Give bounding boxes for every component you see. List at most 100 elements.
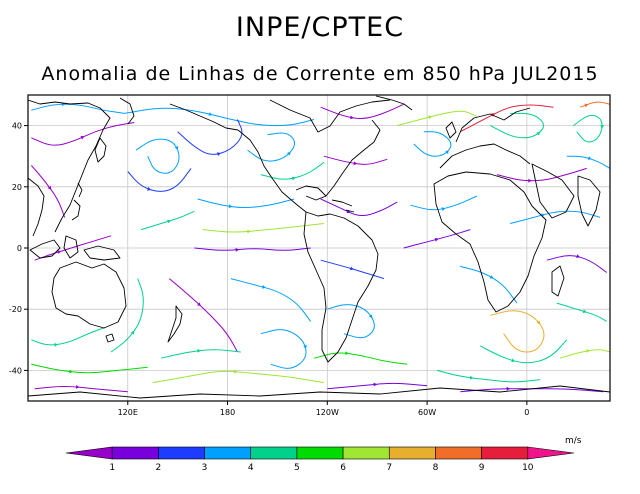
- coastline-africa: [433, 171, 547, 313]
- streamline: [320, 103, 405, 119]
- streamline-arrow: [489, 275, 494, 279]
- coastline-kamchatka: [119, 97, 135, 125]
- coastline-greenland: [375, 95, 413, 111]
- streamline-arrow: [47, 185, 52, 190]
- streamline-arrow: [174, 146, 179, 151]
- streamline: [546, 255, 607, 273]
- streamline: [110, 278, 144, 353]
- streamline: [34, 385, 128, 393]
- coastline-indochina: [28, 177, 45, 237]
- colorbar-unit: m/s: [565, 436, 582, 446]
- coastline-borneo-sumatra: [29, 235, 79, 259]
- streamline-arrow: [441, 207, 446, 211]
- streamline-arrow: [511, 358, 516, 363]
- streamline-arrow: [469, 375, 474, 380]
- coastline-north-america-west: [237, 129, 307, 213]
- streamline-arrow: [428, 115, 433, 120]
- colorbar-segment: [388, 446, 436, 460]
- streamline: [31, 122, 135, 146]
- streamline-arrow: [287, 151, 291, 156]
- colorbar-label: 1: [109, 463, 115, 473]
- coastline-antarctica: [28, 385, 610, 399]
- streamline-arrow: [576, 254, 581, 258]
- streamline: [410, 195, 478, 211]
- streamline: [566, 155, 610, 169]
- streamline: [460, 388, 604, 393]
- streamline: [152, 370, 325, 384]
- streamline: [31, 363, 148, 374]
- streamline: [168, 278, 238, 353]
- streamline: [490, 112, 544, 139]
- streamline: [460, 265, 518, 304]
- lat-tick-label: 0: [17, 244, 22, 253]
- streamline-arrow: [54, 343, 58, 347]
- streamline: [30, 165, 66, 218]
- streamline-arrow: [167, 219, 171, 224]
- lat-tick-label: -40: [9, 366, 22, 375]
- streamline-arrow: [586, 349, 590, 353]
- coastline-gulf-mexico: [295, 185, 327, 201]
- streamline-arrow: [233, 369, 238, 374]
- coastline-europe: [439, 107, 531, 169]
- streamline: [127, 168, 192, 192]
- streamline-arrow: [346, 209, 351, 214]
- colorbar-label: 3: [202, 463, 208, 473]
- colorbar-segment: [111, 446, 159, 460]
- map-grid: [28, 95, 610, 401]
- streamline: [327, 382, 428, 390]
- streamline: [496, 167, 587, 182]
- streamline-arrow: [235, 248, 240, 252]
- streamlines-layer: [30, 101, 610, 393]
- streamline-arrow: [75, 385, 80, 389]
- colorbar-segment: [158, 446, 205, 460]
- streamline: [247, 132, 296, 162]
- colorbar-label: 7: [386, 463, 392, 473]
- coastline-hudson-arctic: [269, 99, 391, 133]
- streamline: [124, 107, 315, 127]
- page-title: INPE/CPTEC: [235, 12, 405, 43]
- streamline-arrow: [353, 161, 358, 166]
- coastline-new-guinea: [83, 245, 121, 261]
- colorbar-label: 10: [522, 463, 534, 473]
- colorbar-label: 8: [433, 463, 439, 473]
- streamline: [397, 110, 478, 127]
- streamline: [436, 369, 541, 383]
- streamline-arrow: [69, 369, 73, 374]
- lon-tick-label: 180: [220, 408, 235, 417]
- streamline: [559, 349, 610, 359]
- colorbar-label: 5: [294, 463, 300, 473]
- streamline-arrow: [208, 112, 213, 116]
- coastline-tasmania: [105, 333, 115, 343]
- streamline-arrow: [197, 302, 201, 307]
- colorbar-segment: [250, 446, 298, 460]
- streamline: [323, 155, 388, 165]
- streamline-arrow: [130, 330, 135, 335]
- streamline: [413, 131, 452, 157]
- coastline-north-america-east: [325, 119, 381, 197]
- streamline-arrow: [303, 345, 307, 349]
- coastline-india: [577, 175, 601, 227]
- streamline: [403, 229, 471, 249]
- streamline-arrow: [506, 386, 511, 391]
- streamline: [460, 104, 554, 133]
- streamline: [320, 259, 385, 280]
- colorbar-label: 2: [155, 463, 161, 473]
- streamline-arrow: [147, 187, 152, 191]
- colorbar-segment: [65, 446, 113, 460]
- streamline-arrow: [434, 237, 439, 242]
- coastline-asia-east: [28, 99, 111, 233]
- coastline-british-isles: [445, 121, 457, 139]
- streamline: [260, 329, 307, 369]
- streamline: [31, 103, 125, 114]
- streamline: [135, 138, 180, 174]
- lon-tick-label: 120W: [316, 408, 339, 417]
- colorbar-label: 9: [479, 463, 485, 473]
- streamline: [556, 302, 607, 322]
- streamline: [194, 247, 311, 251]
- streamline: [260, 161, 325, 180]
- streamline-arrow: [536, 320, 541, 325]
- streamline: [320, 198, 398, 217]
- streamline: [480, 339, 568, 364]
- colorbar: 1 2 3 4 5 6 7 8 9 10: [65, 446, 575, 473]
